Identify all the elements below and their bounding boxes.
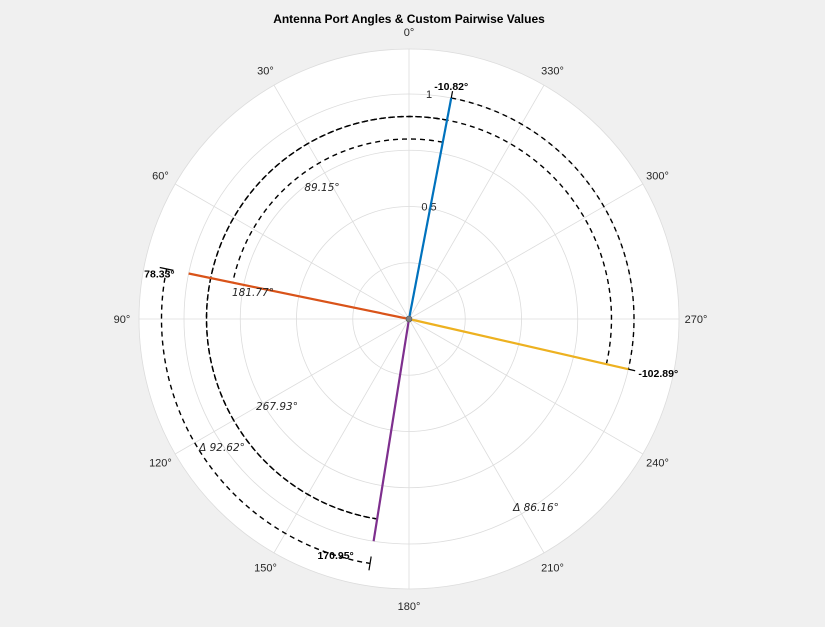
port-line bbox=[188, 272, 410, 321]
pairwise-arc bbox=[451, 97, 635, 370]
r-gridline bbox=[239, 149, 579, 489]
r-tick-label: 0.5 bbox=[421, 202, 436, 214]
theta-tick-label: 180° bbox=[398, 601, 421, 613]
pairwise-value-label: Δ 92.62° bbox=[198, 442, 245, 454]
port-angle-label: -102.89° bbox=[638, 368, 678, 380]
pairwise-value-label: 181.77° bbox=[232, 287, 274, 299]
theta-tick-label: 300° bbox=[646, 171, 669, 183]
theta-tick-label: 270° bbox=[685, 314, 708, 326]
port-line bbox=[408, 317, 629, 371]
theta-tick-label: 120° bbox=[149, 458, 172, 470]
theta-tick-label: 90° bbox=[114, 314, 131, 326]
r-gridline bbox=[352, 262, 466, 376]
pairwise-value-label: Δ 86.16° bbox=[512, 502, 559, 514]
pairwise-arc bbox=[205, 115, 448, 520]
origin-marker bbox=[405, 315, 413, 323]
r-gridline bbox=[138, 48, 680, 590]
theta-tick-label: 30° bbox=[257, 65, 274, 77]
port-angle-label: 170.95° bbox=[317, 550, 353, 562]
port-line bbox=[407, 97, 453, 320]
pairwise-arc-end-tick bbox=[159, 266, 174, 271]
theta-tick-label: 210° bbox=[541, 563, 564, 575]
theta-tick-label: 240° bbox=[646, 458, 669, 470]
pairwise-value-label: 89.15° bbox=[304, 182, 339, 194]
chart-title: Antenna Port Angles & Custom Pairwise Va… bbox=[273, 12, 545, 26]
theta-tick-label: 330° bbox=[541, 65, 564, 77]
r-gridline bbox=[296, 206, 522, 432]
pairwise-arc-end-tick bbox=[368, 556, 372, 571]
theta-tick-label: 150° bbox=[254, 563, 277, 575]
port-angle-label: -10.82° bbox=[434, 81, 468, 93]
theta-tick-label: 0° bbox=[404, 27, 415, 39]
port-angle-label: 78.33° bbox=[144, 268, 174, 280]
r-tick-label: 1 bbox=[426, 89, 432, 101]
port-line bbox=[372, 318, 411, 542]
pairwise-arc bbox=[232, 138, 443, 283]
pairwise-value-label: 267.93° bbox=[256, 401, 298, 413]
theta-tick-label: 60° bbox=[152, 171, 169, 183]
pairwise-arc bbox=[160, 268, 371, 565]
